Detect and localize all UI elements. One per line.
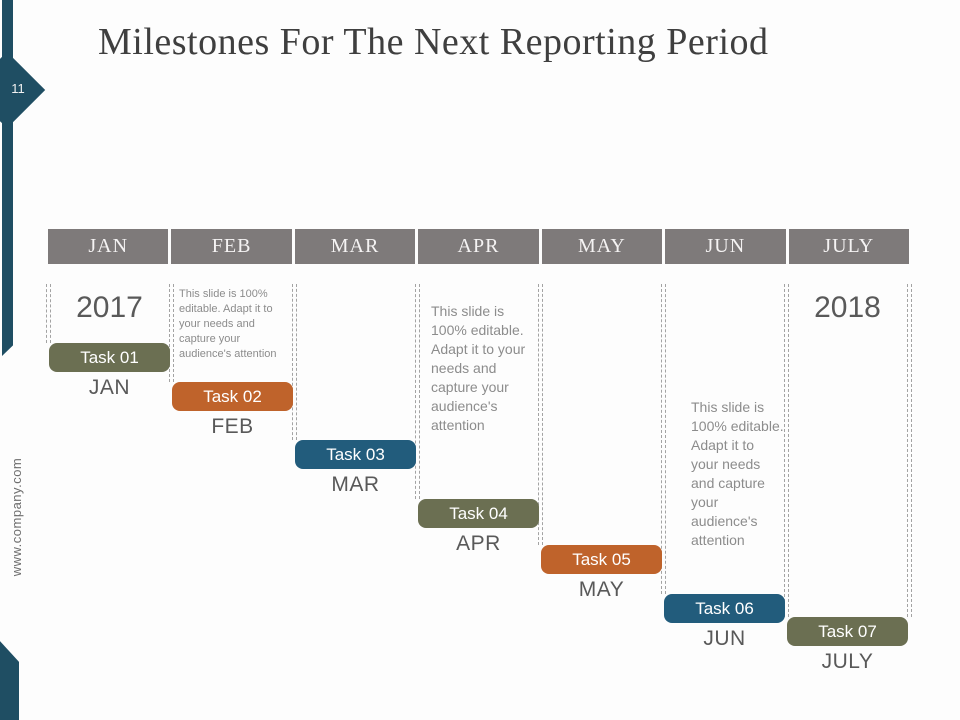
- year-end-label: 2018: [814, 291, 881, 324]
- left-accent-strip-bottom: [0, 641, 19, 720]
- task-month-label-jun: JUN: [703, 627, 746, 650]
- task-month-label-july: JULY: [821, 650, 874, 673]
- task-bar-06: Task 06: [664, 594, 785, 623]
- month-header-july: JULY: [788, 229, 909, 264]
- column-dash-line: [661, 284, 666, 594]
- column-dash-line: [415, 284, 420, 499]
- task-month-label-jan: JAN: [88, 376, 131, 399]
- column-dash-line: [538, 284, 543, 545]
- month-header-jan: JAN: [48, 229, 169, 264]
- website-url: www.company.com: [9, 457, 24, 577]
- task-bar-04: Task 04: [418, 499, 539, 528]
- month-header-may: MAY: [541, 229, 663, 264]
- task-bar-05: Task 05: [541, 545, 662, 574]
- year-start-label: 2017: [76, 291, 143, 324]
- left-accent-strip-top: [2, 0, 13, 356]
- task-month-label-feb: FEB: [211, 415, 254, 438]
- task-bar-03: Task 03: [295, 440, 416, 469]
- month-header-apr: APR: [418, 229, 539, 264]
- column-dash-line: [292, 284, 297, 440]
- task-bar-02: Task 02: [172, 382, 293, 411]
- column-dash-line: [907, 284, 912, 617]
- column-dash-line: [784, 284, 789, 617]
- placeholder-text-apr: This slide is 100% editable. Adapt it to…: [431, 303, 526, 433]
- task-month-label-mar: MAR: [331, 473, 380, 496]
- placeholder-text-jun: This slide is 100% editable. Adapt it to…: [691, 399, 784, 548]
- task-month-label-apr: APR: [456, 532, 501, 555]
- month-header-bar: JAN FEB MAR APR MAY JUN JULY: [48, 229, 909, 264]
- placeholder-text-feb: This slide is 100% editable. Adapt it to…: [179, 288, 277, 360]
- task-bar-07: Task 07: [787, 617, 908, 646]
- slide-title: Milestones For The Next Reporting Period: [98, 21, 769, 63]
- task-bar-01: Task 01: [49, 343, 170, 372]
- month-header-mar: MAR: [294, 229, 416, 264]
- column-dash-line: [46, 284, 51, 343]
- month-header-feb: FEB: [171, 229, 292, 264]
- column-dash-line: [169, 284, 174, 382]
- month-header-jun: JUN: [665, 229, 786, 264]
- page-number: 11: [11, 81, 25, 96]
- task-month-label-may: MAY: [578, 578, 625, 601]
